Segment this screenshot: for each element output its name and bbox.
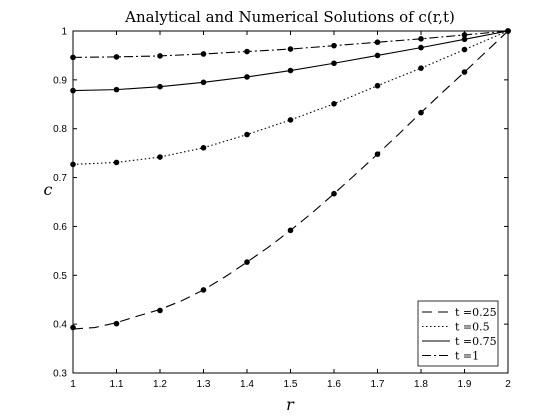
series-t-0-75	[70, 28, 511, 94]
data-point	[418, 44, 424, 51]
data-point	[200, 287, 207, 293]
chart-title: Analytical and Numerical Solutions of c(…	[124, 8, 455, 26]
data-point	[461, 36, 468, 43]
data-point	[113, 320, 120, 327]
legend-item: t =0.75	[422, 335, 497, 348]
data-point	[287, 117, 294, 123]
y-tick-label: 0.7	[53, 173, 67, 184]
data-point	[374, 39, 381, 46]
x-tick-label: 1.9	[458, 379, 472, 390]
data-point	[70, 54, 76, 61]
data-point	[418, 109, 424, 116]
y-tick-label: 1	[61, 27, 67, 38]
y-tick-label: 0.3	[53, 369, 67, 380]
series-line	[72, 30, 509, 330]
data-point	[374, 151, 381, 157]
legend-label: t =1	[455, 350, 479, 363]
data-point	[200, 51, 207, 57]
x-tick-label: 1.8	[414, 379, 428, 390]
y-tick-label: 0.9	[53, 75, 67, 86]
data-point	[287, 46, 294, 52]
legend-item: t =0.5	[422, 321, 490, 334]
series-layer	[70, 28, 511, 331]
y-tick-label: 0.4	[53, 320, 67, 331]
data-point	[287, 67, 294, 74]
data-point	[113, 159, 120, 166]
data-point	[157, 154, 163, 160]
y-tick-label: 0.8	[53, 124, 67, 135]
series-line	[72, 30, 509, 92]
data-point	[374, 52, 381, 59]
x-tick-label: 1.7	[371, 379, 385, 390]
x-tick-label: 1.2	[153, 379, 167, 390]
series-t-1	[70, 28, 511, 61]
data-point	[331, 42, 337, 49]
data-point	[200, 79, 207, 86]
legend: t =0.25 t =0.5t =0.75 t =1	[417, 300, 499, 367]
x-tick-label: 1.5	[284, 379, 298, 390]
data-point	[157, 307, 163, 314]
data-point	[244, 131, 250, 138]
x-tick-label: 1.4	[240, 379, 254, 390]
data-point	[418, 36, 424, 42]
data-point	[244, 48, 250, 55]
data-point	[287, 227, 294, 234]
data-point	[244, 259, 250, 265]
legend-item: t =1	[422, 350, 479, 363]
series-line	[72, 30, 509, 165]
data-point	[331, 100, 337, 107]
data-point	[70, 87, 76, 94]
data-point	[200, 144, 207, 151]
y-tick-label: 0.5	[53, 271, 67, 282]
x-tick-label: 2	[505, 379, 511, 390]
legend-label: t =0.5	[455, 321, 490, 334]
data-point	[461, 46, 468, 53]
x-tick-label: 1	[70, 379, 76, 390]
data-point	[113, 86, 120, 93]
x-tick-label: 1.1	[110, 379, 124, 390]
data-point	[244, 74, 250, 80]
data-point	[157, 83, 163, 90]
data-point	[331, 190, 337, 197]
data-point	[331, 60, 337, 67]
legend-label: t =0.25	[455, 306, 497, 319]
data-point	[157, 53, 163, 59]
data-point	[70, 324, 76, 331]
legend-item: t =0.25	[422, 306, 497, 319]
y-tick-label: 0.6	[53, 222, 67, 233]
data-point	[374, 82, 381, 89]
data-point	[70, 161, 76, 168]
x-axis-label: r	[286, 395, 295, 414]
x-tick-label: 1.6	[327, 379, 341, 390]
legend-label: t =0.75	[455, 335, 497, 348]
data-point	[505, 28, 511, 34]
axis-ticks: 1 1.1 1.2 1.3 1.4 1.5 1.6 1.7 1.8 1.9 2 0.3 0.4 0.5 0.…	[53, 27, 511, 391]
series-t-0-25	[70, 28, 511, 331]
data-point	[461, 69, 468, 75]
data-point	[113, 54, 120, 60]
x-tick-label: 1.3	[197, 379, 211, 390]
data-point	[418, 65, 424, 71]
data-point	[461, 32, 468, 38]
y-axis-label: c	[44, 180, 53, 199]
